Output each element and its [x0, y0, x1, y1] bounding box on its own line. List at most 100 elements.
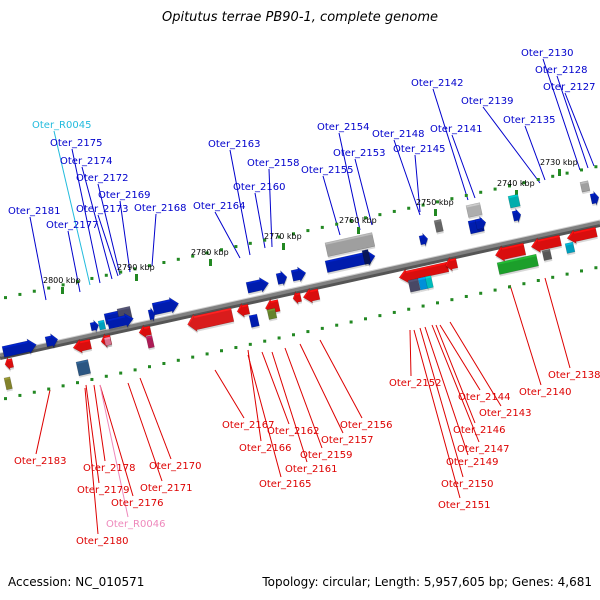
lower-guide-dot — [133, 368, 137, 372]
leader-line — [93, 384, 106, 462]
leader-line — [431, 324, 480, 443]
lower-guide-dot — [277, 336, 281, 340]
gene-label-oter-2176: Oter_2176 — [111, 498, 164, 509]
gene-forward — [324, 232, 376, 259]
upper-guide-dot — [248, 241, 252, 245]
lower-guide-dot — [508, 285, 511, 289]
lower-guide-dot — [47, 387, 51, 391]
gene-label-oter-2179: Oter_2179 — [77, 485, 130, 496]
leader-line — [119, 200, 131, 273]
gene-label-oter-2142: Oter_2142 — [411, 78, 464, 89]
leader-line — [139, 377, 172, 460]
upper-guide-dot — [493, 187, 497, 191]
leader-line — [151, 213, 157, 267]
gene-reverse — [248, 313, 260, 330]
gene-label-oter-2175: Oter_2175 — [50, 138, 103, 149]
lower-guide-dot — [191, 355, 195, 359]
leader-line — [53, 130, 91, 286]
leader-line — [85, 384, 100, 484]
leader-line — [127, 382, 163, 482]
gene-label-oter-2155: Oter_2155 — [301, 165, 354, 176]
leader-line — [414, 154, 421, 213]
gene-label-oter-r0045: Oter_R0045 — [32, 120, 91, 131]
gene-label-oter-2167: Oter_2167 — [222, 420, 275, 431]
gene-label-oter-2141: Oter_2141 — [430, 124, 483, 135]
upper-guide-dot — [32, 289, 36, 293]
upper-guide-dot — [292, 232, 295, 236]
lower-guide-dot — [407, 307, 411, 311]
leader-line — [439, 324, 481, 391]
leader-line — [29, 216, 47, 301]
scale-tick — [515, 190, 518, 197]
lower-guide-dot — [292, 333, 295, 337]
leader-line — [338, 132, 361, 231]
upper-guide-dot — [407, 206, 411, 210]
gene-label-oter-2143: Oter_2143 — [479, 408, 532, 419]
gene-reverse — [145, 335, 155, 351]
gene-forward — [507, 193, 521, 211]
gene-label-oter-2130: Oter_2130 — [521, 48, 574, 59]
gene-label-oter-2150: Oter_2150 — [441, 479, 494, 490]
gene-reverse — [407, 278, 421, 295]
leader-line — [451, 134, 476, 199]
lower-guide-dot — [349, 320, 353, 324]
leader-line — [435, 324, 476, 424]
gene-reverse — [103, 336, 113, 348]
gene-label-oter-2128: Oter_2128 — [535, 65, 588, 76]
upper-guide-dot — [522, 181, 526, 185]
leader-line — [449, 321, 502, 407]
gene-label-oter-r0046: Oter_R0046 — [106, 519, 165, 530]
lower-guide-dot — [104, 374, 108, 378]
scale-label-2730-kbp: 2730 kbp — [540, 158, 578, 167]
upper-guide-dot — [306, 229, 310, 233]
lower-guide-dot — [320, 326, 324, 330]
gene-label-oter-2158: Oter_2158 — [247, 158, 300, 169]
gene-label-oter-2180: Oter_2180 — [76, 536, 129, 547]
gene-forward — [465, 202, 483, 220]
genome-backbone — [0, 219, 600, 360]
gene-label-oter-2156: Oter_2156 — [340, 420, 393, 431]
leader-line — [97, 183, 121, 276]
gene-label-oter-2165: Oter_2165 — [259, 479, 312, 490]
scale-label-2780-kbp: 2780 kbp — [191, 248, 229, 257]
upper-guide-dot — [119, 270, 123, 274]
lower-guide-dot — [392, 310, 396, 314]
gene-reverse — [564, 241, 576, 256]
gene-label-oter-2145: Oter_2145 — [393, 144, 446, 155]
gene-reverse — [302, 287, 321, 305]
gene-label-oter-2163: Oter_2163 — [208, 139, 261, 150]
backbone-line — [0, 220, 600, 357]
lower-guide-dot — [493, 288, 497, 292]
leader-line — [71, 148, 101, 284]
gene-label-oter-2169: Oter_2169 — [98, 190, 151, 201]
gene-forward — [44, 333, 59, 350]
scale-label-2760-kbp: 2760 kbp — [339, 216, 377, 225]
upper-guide-dot — [335, 222, 339, 226]
upper-guide-dot — [378, 213, 382, 217]
leader-line — [299, 343, 344, 434]
gene-label-oter-2161: Oter_2161 — [285, 464, 338, 475]
lower-guide-dot — [580, 269, 583, 273]
gene-label-oter-2135: Oter_2135 — [503, 115, 556, 126]
upper-guide-dot — [162, 261, 166, 265]
scale-ticks — [4, 165, 598, 401]
gene-reverse — [4, 356, 15, 372]
gene-forward — [97, 319, 107, 333]
leader-line — [268, 168, 273, 248]
upper-guide-dot — [277, 235, 281, 239]
gene-forward — [89, 319, 100, 334]
lower-guide-dot — [378, 314, 382, 318]
gene-forward — [418, 232, 429, 248]
leader-line — [393, 139, 421, 216]
leader-line — [424, 326, 469, 456]
gene-label-oter-2173: Oter_2173 — [76, 204, 129, 215]
leader-line — [35, 389, 51, 455]
gene-label-oter-2157: Oter_2157 — [321, 435, 374, 446]
leader-line — [524, 125, 546, 181]
upper-guide-dot — [133, 267, 137, 271]
gene-label-oter-2147: Oter_2147 — [457, 444, 510, 455]
lower-guide-dot — [263, 339, 267, 343]
upper-guide-dot — [90, 276, 94, 280]
scale-label-2800-kbp: 2800 kbp — [43, 276, 81, 285]
lower-guide-dot — [205, 352, 209, 356]
